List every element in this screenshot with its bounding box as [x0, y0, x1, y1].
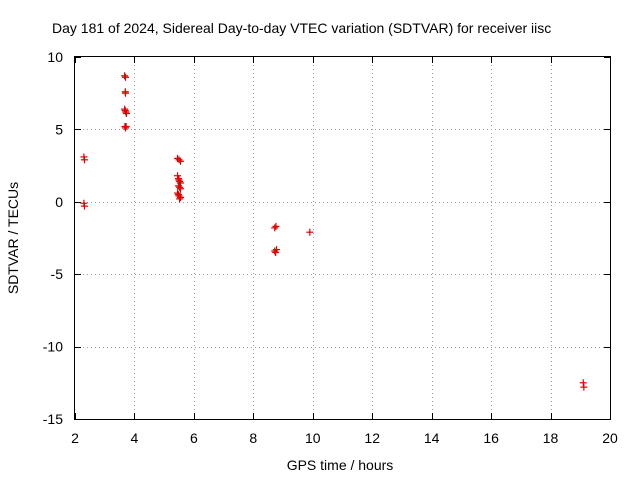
plot-area-frame	[74, 56, 611, 420]
x-tick-label: 16	[483, 430, 499, 446]
data-point	[176, 195, 184, 203]
x-tick-label: 8	[249, 430, 257, 446]
data-point	[122, 73, 130, 81]
y-tick-label: -5	[51, 266, 64, 282]
data-point	[580, 383, 588, 391]
data-point	[122, 109, 130, 117]
x-tick-label: 20	[602, 430, 618, 446]
x-tick-label: 4	[131, 430, 139, 446]
data-point	[81, 202, 89, 210]
y-tick-label: -15	[43, 411, 63, 427]
data-point	[121, 72, 129, 80]
data-point	[177, 157, 185, 165]
x-tick-label: 12	[364, 430, 380, 446]
data-point	[273, 246, 281, 254]
x-tick-label: 18	[543, 430, 559, 446]
y-tick-label: 0	[55, 194, 63, 210]
data-points	[80, 72, 588, 391]
x-tick-label: 10	[305, 430, 321, 446]
data-point	[271, 247, 279, 255]
grid	[75, 57, 610, 419]
x-axis-label: GPS time / hours	[287, 457, 394, 473]
x-tick-label: 14	[424, 430, 440, 446]
chart-title: Day 181 of 2024, Sidereal Day-to-day VTE…	[52, 20, 551, 36]
x-tick-label: 2	[71, 430, 79, 446]
data-point	[176, 183, 184, 191]
axis-ticks	[75, 57, 611, 420]
data-point	[175, 156, 183, 164]
data-point	[122, 123, 130, 131]
data-point	[81, 156, 89, 164]
data-point	[122, 89, 130, 97]
tick-labels: 2 4 6 8 10 12 14 16 18 20 -15 -10 -5 0 5 10	[43, 49, 618, 446]
data-point	[271, 224, 279, 232]
y-axis-label: SDTVAR / TECUs	[5, 182, 21, 294]
data-point	[306, 228, 314, 236]
y-tick-label: 10	[47, 49, 63, 65]
data-point	[177, 193, 185, 201]
y-tick-label: 5	[55, 121, 63, 137]
y-tick-label: -10	[43, 339, 63, 355]
data-point	[177, 185, 185, 193]
data-point	[272, 222, 280, 230]
x-tick-label: 6	[190, 430, 198, 446]
